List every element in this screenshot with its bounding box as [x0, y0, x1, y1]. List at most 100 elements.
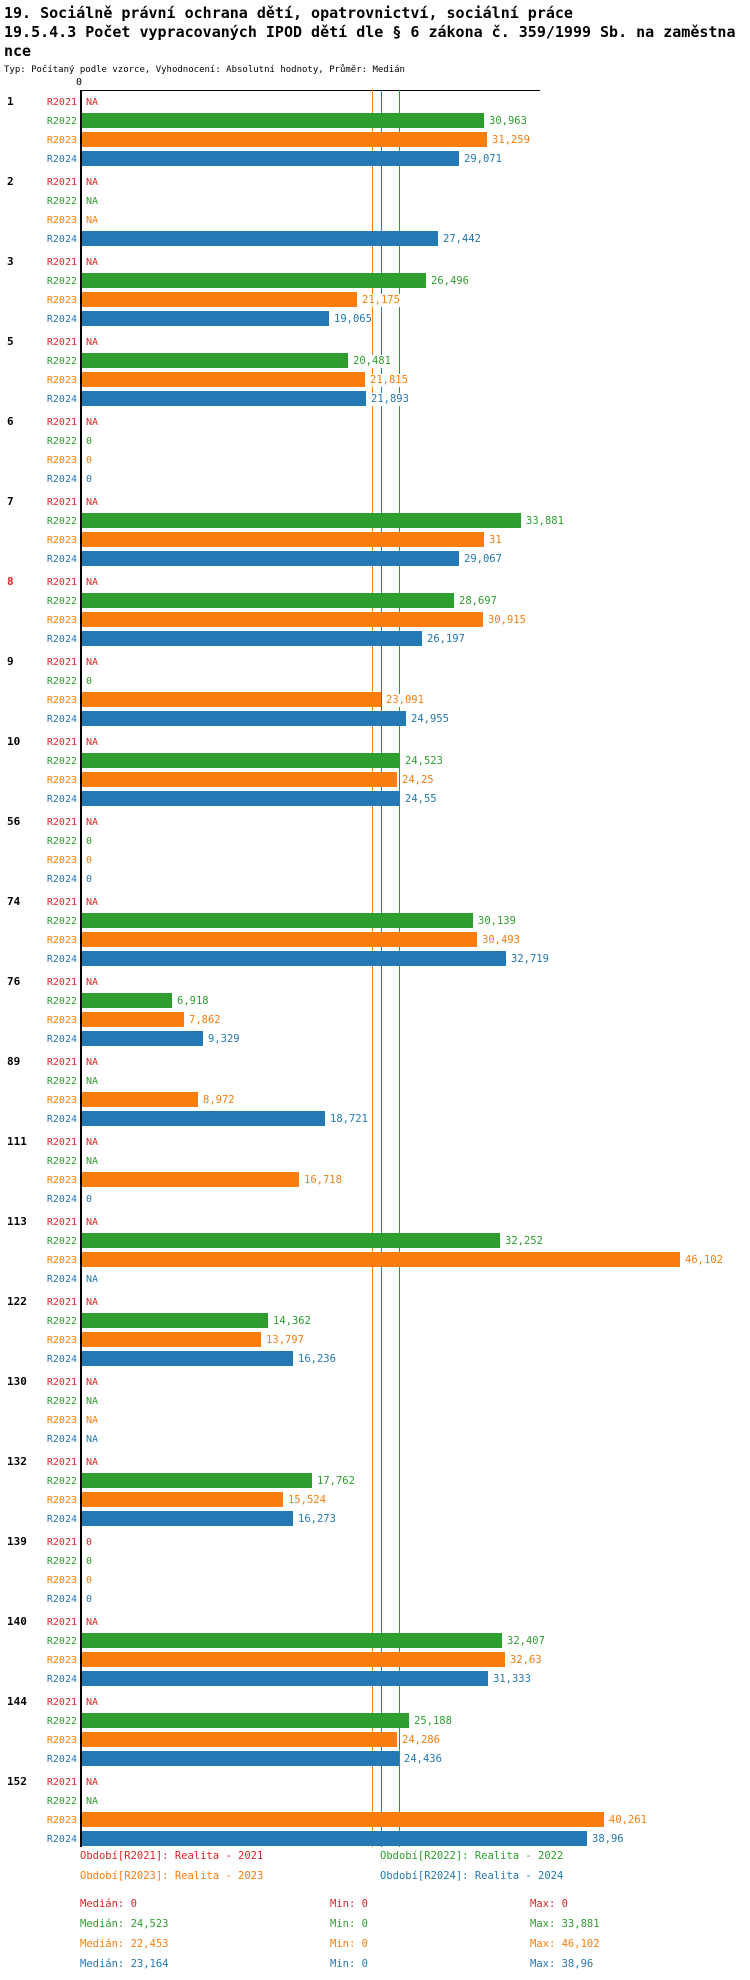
series-row-label: R2022 — [46, 516, 77, 527]
bar-value-label: 30,963 — [489, 115, 527, 128]
series-row-label: R2024 — [46, 1594, 77, 1605]
series-row-label: R2022 — [46, 996, 77, 1007]
bar-value-label: NA — [86, 1796, 99, 1807]
bar — [82, 551, 459, 566]
series-row-label: R2022 — [46, 676, 77, 687]
bar-value-label: NA — [86, 177, 99, 188]
bar — [82, 753, 400, 768]
bar-value-label: NA — [86, 417, 99, 428]
bar — [82, 273, 426, 288]
bar — [82, 372, 365, 387]
bar-value-label: 0 — [86, 1194, 93, 1205]
bar-value-label: NA — [86, 1415, 99, 1426]
bar — [82, 913, 473, 928]
bar-value-label: NA — [86, 657, 99, 668]
stat-min-R2023: Min: 0 — [330, 1938, 368, 1950]
bar — [82, 593, 454, 608]
bar-value-label: 0 — [86, 676, 93, 687]
group-label: 144 — [7, 1695, 27, 1708]
bar-value-label: 0 — [86, 836, 93, 847]
bar-value-label: 14,362 — [273, 1315, 311, 1328]
series-row-label: R2024 — [46, 1034, 77, 1045]
bar — [82, 1473, 312, 1488]
bar — [82, 532, 484, 547]
series-row-label: R2021 — [46, 897, 77, 908]
bar-value-label: NA — [86, 897, 99, 908]
bar — [82, 1111, 325, 1126]
bar — [82, 353, 348, 368]
series-row-label: R2023 — [46, 1095, 77, 1106]
bar — [82, 1172, 299, 1187]
bar-value-label: 7,862 — [189, 1014, 221, 1027]
bar-value-label: NA — [86, 1434, 99, 1445]
series-row-label: R2021 — [46, 1297, 77, 1308]
series-row-label: R2024 — [46, 634, 77, 645]
bar-value-label: 0 — [86, 436, 93, 447]
bar — [82, 1252, 680, 1267]
series-row-label: R2022 — [46, 1636, 77, 1647]
bar-value-label: NA — [86, 1156, 99, 1167]
bar-value-label: NA — [86, 196, 99, 207]
bar — [82, 1671, 488, 1686]
bar-value-label: NA — [86, 215, 99, 226]
group-label: 9 — [7, 655, 14, 668]
bar — [82, 951, 506, 966]
bar-value-label: NA — [86, 497, 99, 508]
stat-max-R2023: Max: 46,102 — [530, 1938, 600, 1950]
legend-item-R2021: Období[R2021]: Realita - 2021 — [80, 1850, 264, 1862]
bar-value-label: NA — [86, 1377, 99, 1388]
bar-value-label: NA — [86, 337, 99, 348]
group-label: 6 — [7, 415, 14, 428]
bar-value-label: 32,407 — [507, 1635, 545, 1648]
series-row-label: R2024 — [46, 794, 77, 805]
bar-value-label: 29,071 — [464, 153, 502, 166]
median-line-R2024 — [381, 90, 382, 1847]
bar — [82, 292, 357, 307]
y-axis-line — [80, 90, 82, 1847]
series-row-label: R2023 — [46, 535, 77, 546]
bar-value-label: 21,175 — [362, 294, 400, 307]
group-label: 1 — [7, 95, 14, 108]
bar-value-label: NA — [86, 1057, 99, 1068]
series-row-label: R2024 — [46, 394, 77, 405]
series-row-label: R2023 — [46, 1735, 77, 1746]
series-row-label: R2023 — [46, 1335, 77, 1346]
series-row-label: R2023 — [46, 455, 77, 466]
bar-value-label: 33,881 — [526, 515, 564, 528]
bar — [82, 1351, 293, 1366]
bar — [82, 1713, 409, 1728]
stat-median-R2021: Medián: 0 — [80, 1898, 137, 1910]
bar-value-label: 0 — [86, 874, 93, 885]
bar — [82, 1633, 502, 1648]
series-row-label: R2023 — [46, 135, 77, 146]
series-row-label: R2021 — [46, 1457, 77, 1468]
series-row-label: R2021 — [46, 417, 77, 428]
bar-value-label: NA — [86, 1137, 99, 1148]
bar — [82, 932, 477, 947]
bar-value-label: 6,918 — [177, 995, 209, 1008]
series-row-label: R2023 — [46, 1655, 77, 1666]
series-row-label: R2022 — [46, 1316, 77, 1327]
bar — [82, 231, 438, 246]
series-row-label: R2021 — [46, 1057, 77, 1068]
series-row-label: R2024 — [46, 234, 77, 245]
group-label: 140 — [7, 1615, 27, 1628]
series-row-label: R2022 — [46, 436, 77, 447]
group-label: 8 — [7, 575, 14, 588]
series-row-label: R2024 — [46, 874, 77, 885]
bar — [82, 391, 366, 406]
series-row-label: R2021 — [46, 177, 77, 188]
series-row-label: R2022 — [46, 596, 77, 607]
bar — [82, 1652, 505, 1667]
bar-value-label: NA — [86, 737, 99, 748]
bar — [82, 1313, 268, 1328]
group-label: 7 — [7, 495, 14, 508]
series-row-label: R2022 — [46, 356, 77, 367]
bar-value-label: 0 — [86, 1575, 93, 1586]
bar-value-label: NA — [86, 1777, 99, 1788]
series-row-label: R2023 — [46, 1255, 77, 1266]
bar-value-label: 29,067 — [464, 553, 502, 566]
bar — [82, 1812, 604, 1827]
